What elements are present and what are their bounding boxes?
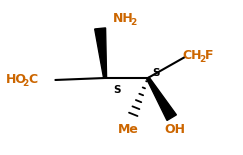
Polygon shape bbox=[147, 77, 176, 120]
Text: 2: 2 bbox=[200, 55, 206, 64]
Text: 2: 2 bbox=[130, 18, 136, 27]
Text: OH: OH bbox=[165, 123, 186, 136]
Text: F: F bbox=[205, 49, 213, 62]
Text: HO: HO bbox=[6, 73, 27, 86]
Text: C: C bbox=[28, 73, 38, 86]
Text: CH: CH bbox=[183, 49, 202, 62]
Text: Me: Me bbox=[118, 123, 139, 136]
Text: S: S bbox=[113, 85, 121, 95]
Text: 2: 2 bbox=[23, 80, 29, 89]
Text: S: S bbox=[152, 68, 159, 78]
Text: NH: NH bbox=[113, 12, 134, 25]
Polygon shape bbox=[95, 28, 107, 78]
